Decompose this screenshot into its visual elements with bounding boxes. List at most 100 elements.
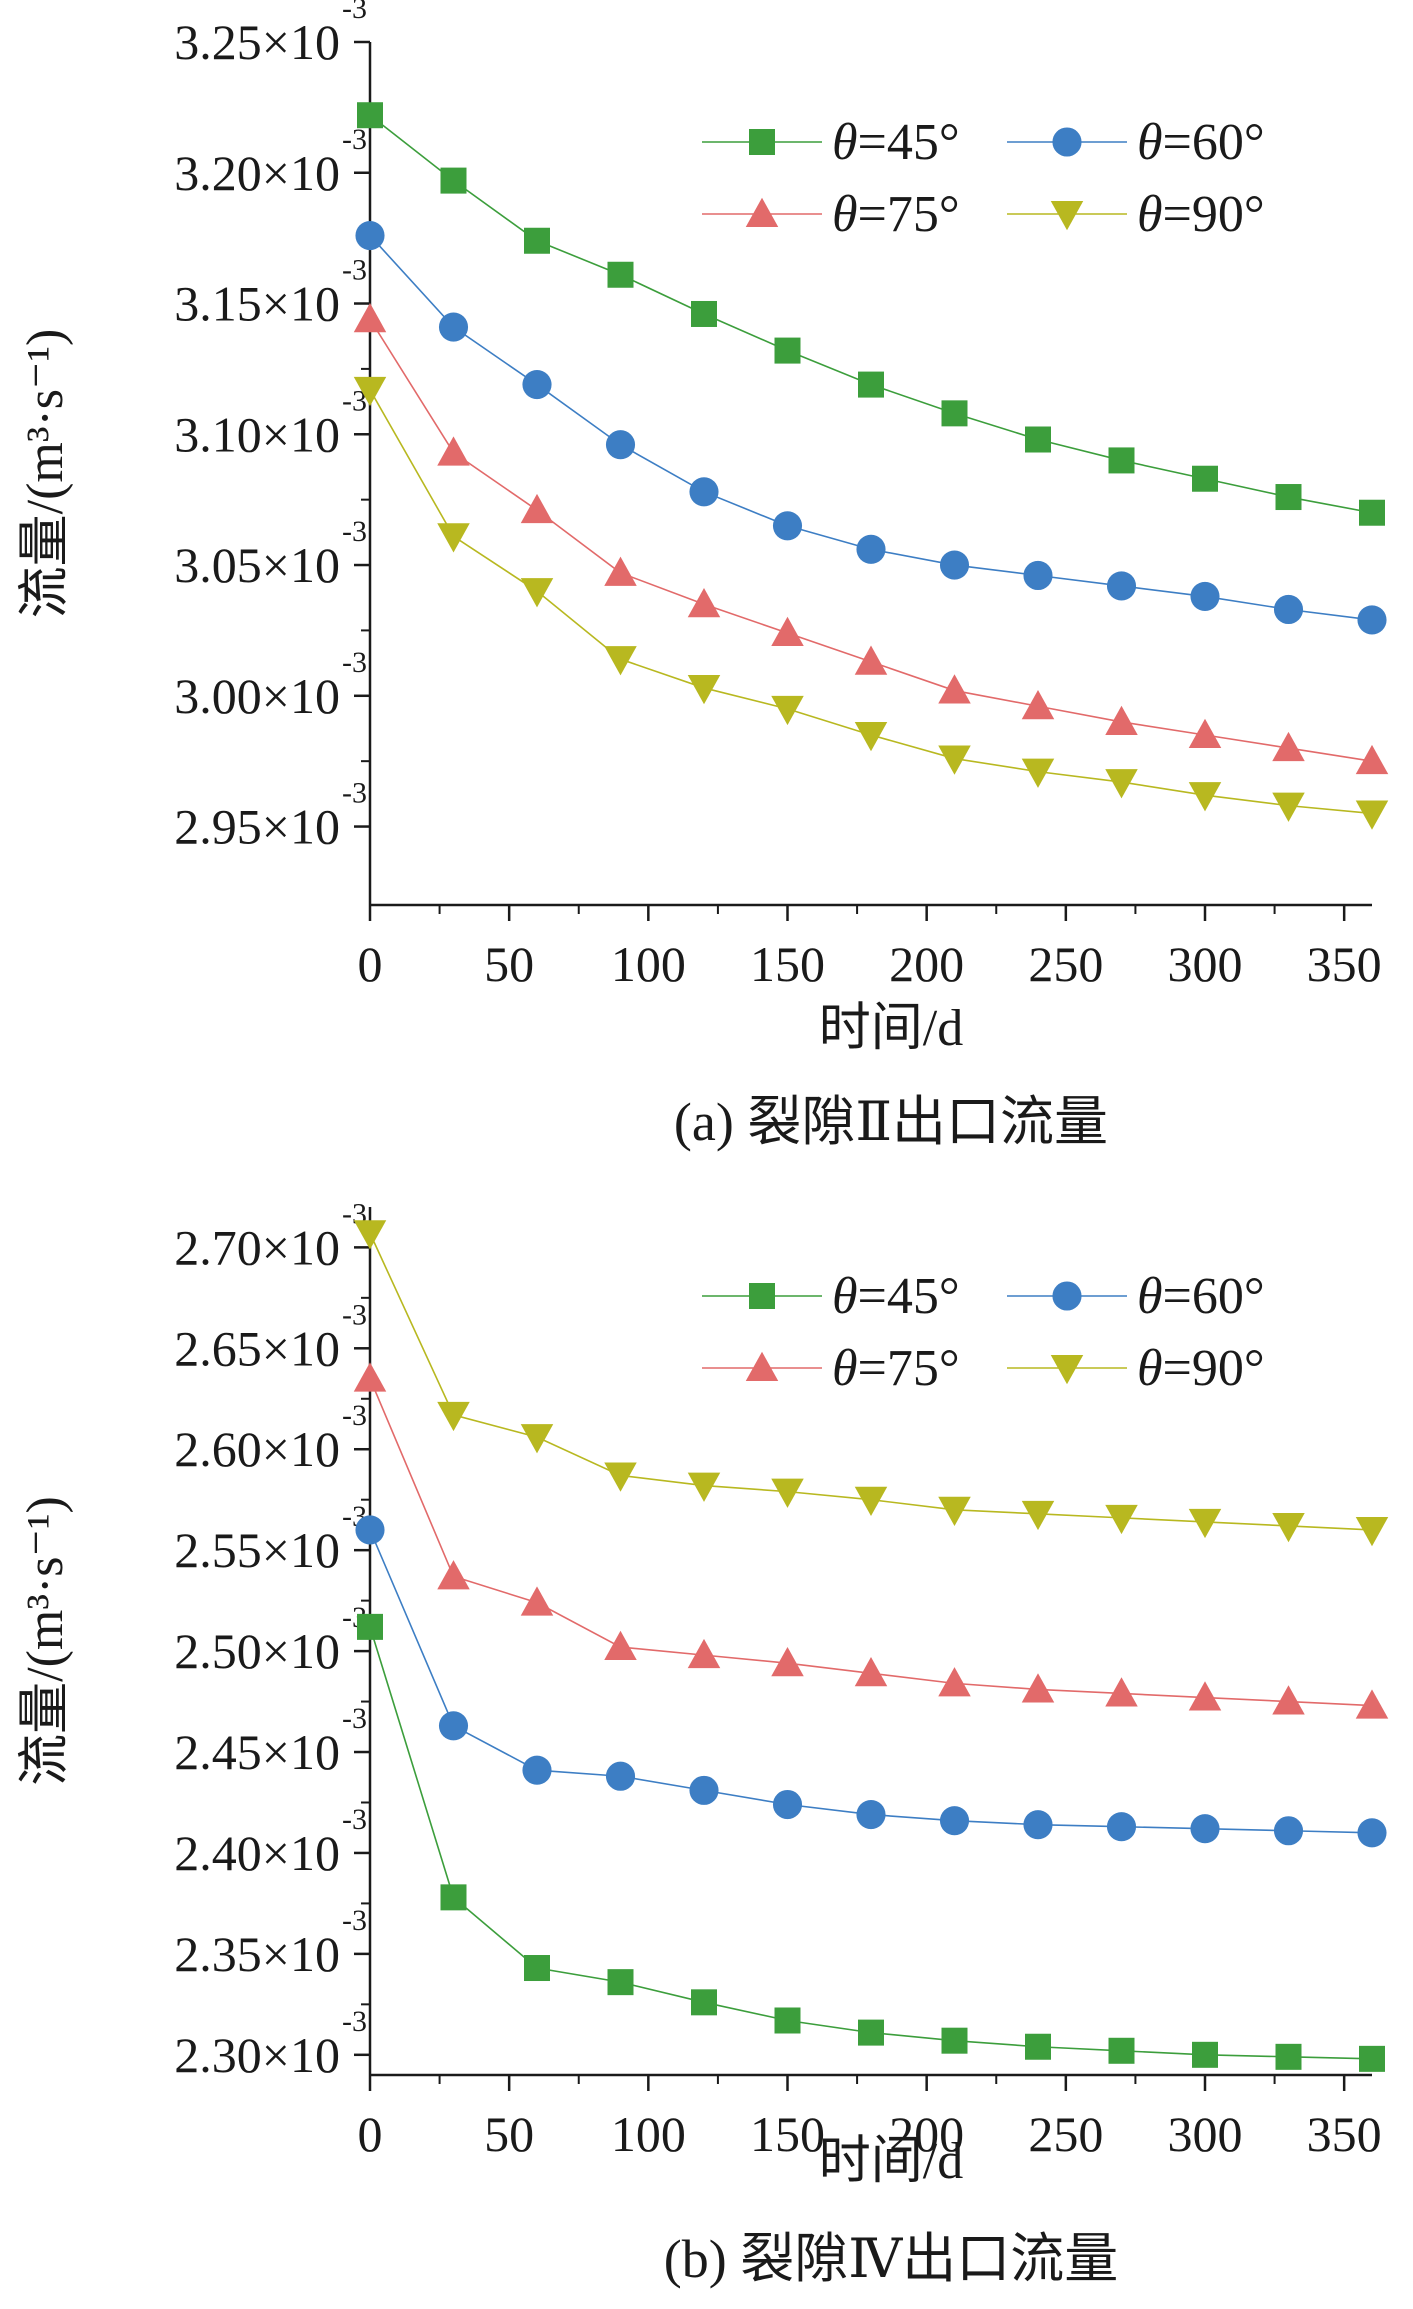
data-point	[938, 1667, 971, 1697]
data-point	[1355, 1516, 1389, 1547]
data-point	[437, 1401, 470, 1432]
data-point	[607, 1969, 634, 1996]
y-tick-exponent: -3	[342, 1803, 367, 1836]
data-point	[941, 400, 968, 427]
y-tick-label: 2.40×10	[174, 1825, 340, 1881]
legend-marker	[745, 1351, 779, 1381]
data-point	[1272, 731, 1305, 762]
data-point	[1359, 499, 1385, 526]
data-point	[1023, 560, 1053, 591]
x-tick-label: 150	[750, 2106, 825, 2162]
data-point	[854, 645, 888, 675]
data-point	[1106, 571, 1137, 601]
x-tick-label: 50	[484, 936, 534, 992]
legend-marker	[1050, 201, 1084, 231]
data-point	[938, 674, 971, 704]
data-point	[522, 1755, 552, 1785]
data-point	[1025, 426, 1051, 453]
data-point	[1021, 758, 1055, 788]
legend-item: θ=75°	[702, 186, 960, 243]
data-point	[771, 1646, 804, 1677]
y-tick-label: 2.45×10	[174, 1724, 340, 1780]
data-point	[772, 511, 803, 541]
legend-label: θ=45°	[832, 114, 960, 171]
series-circle	[355, 220, 1387, 635]
data-point	[939, 550, 970, 580]
y-tick-label: 2.55×10	[174, 1522, 340, 1578]
x-axis-title: 时间/d	[819, 1000, 963, 1057]
data-point	[1188, 718, 1222, 749]
data-point	[1105, 1504, 1138, 1535]
data-point	[604, 1462, 637, 1492]
data-point	[854, 1657, 888, 1687]
data-point	[1357, 1818, 1387, 1848]
y-tick-exponent: -3	[342, 1904, 367, 1937]
data-point	[687, 588, 721, 618]
data-point	[1106, 1812, 1137, 1842]
data-point	[939, 1806, 970, 1836]
data-point	[938, 745, 971, 775]
data-point	[856, 534, 886, 564]
data-point	[357, 102, 383, 129]
data-point	[1021, 1500, 1055, 1531]
data-point	[1108, 2037, 1135, 2064]
data-point	[1023, 1810, 1053, 1840]
legend-item: θ=60°	[1007, 1268, 1265, 1325]
y-tick-exponent: -3	[342, 2005, 367, 2038]
data-point	[938, 1496, 971, 1527]
y-tick-label: 3.10×10	[174, 406, 340, 462]
x-tick-label: 200	[889, 936, 964, 992]
data-point	[440, 1884, 467, 1911]
data-point	[689, 477, 719, 507]
data-point	[854, 722, 888, 752]
legend-marker	[1050, 1355, 1084, 1385]
data-point	[355, 220, 385, 251]
legend: θ=45° θ=60° θ=75° θ=90°	[702, 1268, 1265, 1397]
y-axis-title: 流量/(m³·s⁻¹)	[17, 329, 74, 619]
data-point	[1272, 1685, 1305, 1715]
data-point	[687, 1472, 721, 1502]
y-tick-label: 3.20×10	[174, 145, 340, 201]
data-point	[1273, 1816, 1304, 1846]
data-point	[858, 371, 884, 398]
data-point	[1105, 705, 1138, 735]
y-tick-exponent: -3	[342, 646, 367, 679]
data-point	[604, 556, 637, 586]
data-point	[941, 2027, 968, 2054]
data-point	[520, 1586, 554, 1616]
legend-item: θ=90°	[1007, 1340, 1265, 1397]
legend-marker	[749, 129, 775, 155]
data-point	[1355, 800, 1389, 830]
data-point	[438, 312, 469, 342]
y-tick-exponent: -3	[342, 1298, 367, 1331]
x-tick-label: 250	[1028, 2106, 1103, 2162]
series-line	[369, 1378, 1373, 1707]
chart-panel-a: 0 50 100 150 200 250 300 3502.95×10-33.00×10-33…	[17, 0, 1389, 1152]
chart-panel-b: 0 50 100 150 200 250 300 3502.30×10-32.35×10-32…	[17, 1197, 1389, 2289]
legend-item: θ=90°	[1007, 186, 1265, 243]
series-triangle-down	[353, 1220, 1389, 1547]
data-point	[438, 1711, 469, 1741]
series-triangle-up	[353, 1362, 1389, 1719]
x-tick-label: 250	[1028, 936, 1103, 992]
data-point	[774, 2007, 801, 2034]
y-tick-label: 3.00×10	[174, 668, 340, 724]
data-point	[687, 1638, 721, 1669]
data-point	[771, 616, 804, 647]
series-square	[357, 1613, 1385, 2072]
x-tick-label: 0	[358, 2106, 383, 2162]
data-point	[854, 1486, 888, 1516]
x-tick-label: 350	[1307, 2106, 1382, 2162]
y-tick-label: 3.25×10	[174, 14, 340, 70]
data-point	[607, 261, 634, 288]
legend-label: θ=60°	[1137, 114, 1265, 171]
data-point	[1025, 2033, 1051, 2060]
x-axis-title: 时间/d	[819, 2133, 963, 2190]
data-point	[1105, 1677, 1138, 1707]
legend: θ=45° θ=60° θ=75° θ=90°	[702, 114, 1265, 243]
x-tick-label: 300	[1168, 936, 1243, 992]
data-point	[1272, 1512, 1305, 1543]
x-tick-label: 200	[889, 2106, 964, 2162]
legend-label: θ=45°	[832, 1268, 960, 1325]
data-point	[357, 1613, 383, 1640]
